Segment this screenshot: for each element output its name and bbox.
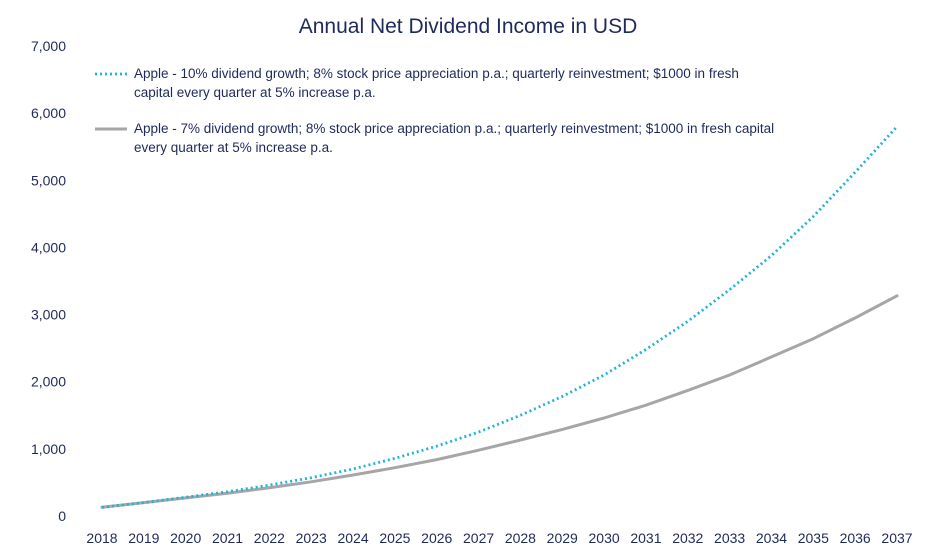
y-tick-label: 4,000 <box>31 239 66 255</box>
y-tick-label: 0 <box>58 508 66 524</box>
y-tick-label: 1,000 <box>31 441 66 457</box>
x-tick-label: 2033 <box>714 530 745 546</box>
legend-label-1: Apple - 10% dividend growth; 8% stock pr… <box>134 66 739 81</box>
chart-title: Annual Net Dividend Income in USD <box>299 15 638 38</box>
legend: Apple - 10% dividend growth; 8% stock pr… <box>95 66 774 155</box>
x-tick-label: 2022 <box>254 530 285 546</box>
x-tick-label: 2037 <box>881 530 912 546</box>
y-tick-label: 6,000 <box>31 105 66 121</box>
x-tick-label: 2036 <box>840 530 871 546</box>
series-line-1 <box>101 125 899 509</box>
plot-area <box>100 125 899 509</box>
legend-label-2: every quarter at 5% increase p.a. <box>134 140 333 155</box>
y-axis: 0 1,000 2,000 3,000 4,000 5,000 6,000 7,000 <box>31 38 66 524</box>
x-tick-label: 2028 <box>505 530 536 546</box>
x-tick-label: 2034 <box>756 530 787 546</box>
y-tick-label: 2,000 <box>31 374 66 390</box>
x-tick-label: 2035 <box>798 530 829 546</box>
x-tick-label: 2018 <box>86 530 117 546</box>
y-tick-label: 7,000 <box>31 38 66 54</box>
x-tick-label: 2019 <box>128 530 159 546</box>
x-tick-label: 2027 <box>463 530 494 546</box>
legend-label-1: capital every quarter at 5% increase p.a… <box>134 85 376 100</box>
series-line-2 <box>100 294 899 509</box>
x-tick-label: 2026 <box>421 530 452 546</box>
x-tick-label: 2023 <box>296 530 327 546</box>
y-tick-label: 3,000 <box>31 307 66 323</box>
legend-label-2: Apple - 7% dividend growth; 8% stock pri… <box>134 121 774 136</box>
x-axis: 2018 2019 2020 2021 2022 2023 2024 2025 2026 2027… <box>86 530 912 546</box>
y-tick-label: 5,000 <box>31 172 66 188</box>
x-tick-label: 2025 <box>379 530 410 546</box>
x-tick-label: 2021 <box>212 530 243 546</box>
x-tick-label: 2029 <box>547 530 578 546</box>
x-tick-label: 2024 <box>337 530 368 546</box>
x-tick-label: 2031 <box>630 530 661 546</box>
x-tick-label: 2032 <box>672 530 703 546</box>
x-tick-label: 2030 <box>589 530 620 546</box>
x-tick-label: 2020 <box>170 530 201 546</box>
